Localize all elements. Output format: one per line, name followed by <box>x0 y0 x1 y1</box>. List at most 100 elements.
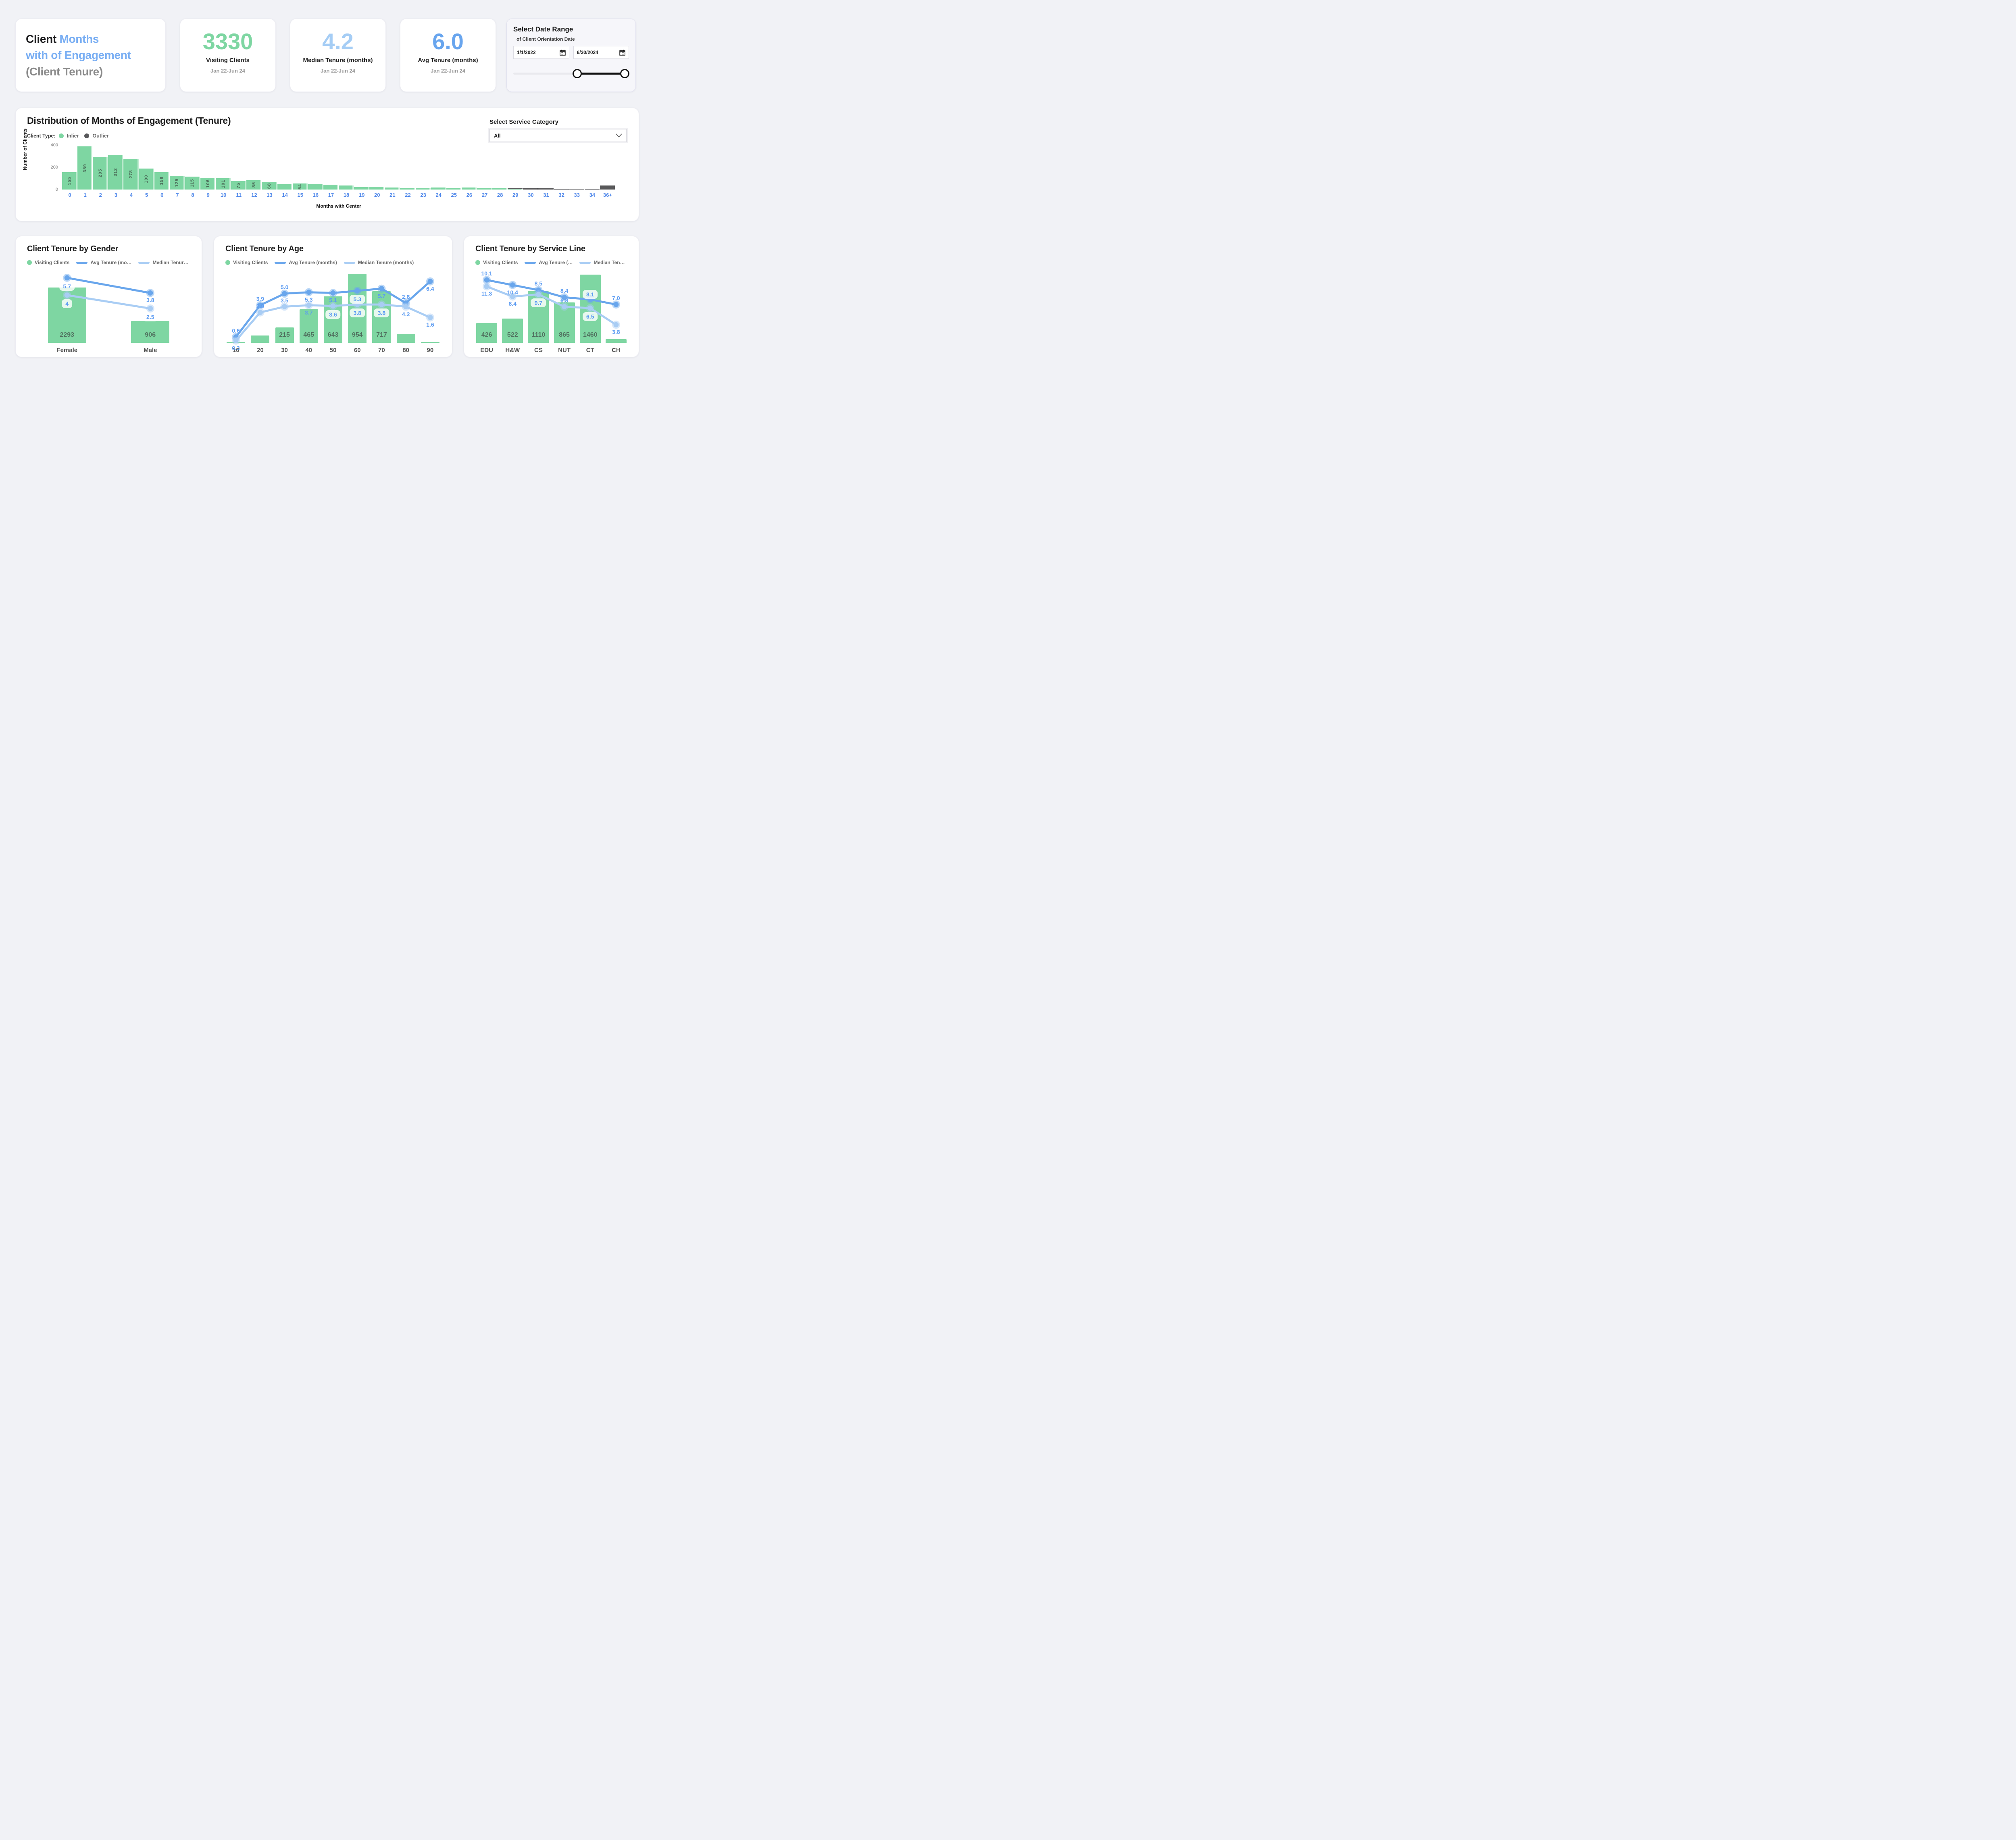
histogram-bar <box>508 145 523 190</box>
line-value-label: 3.9 <box>256 295 264 302</box>
slider-handle-end[interactable] <box>620 69 629 78</box>
kpi-value: 6.0 <box>432 29 464 54</box>
line-dot <box>257 310 263 315</box>
chart-legend: Visiting Clients Avg Tenure (months) Med… <box>225 260 414 265</box>
x-axis-tick: 18 <box>343 192 350 198</box>
histogram-bar <box>308 145 323 190</box>
category-label: H&W <box>505 347 520 354</box>
x-axis-tick: 13 <box>267 192 273 198</box>
slider-active-range <box>577 73 625 75</box>
kpi-value: 3330 <box>202 29 253 54</box>
y-axis-tick: 400 <box>50 143 58 148</box>
visiting-clients-bar <box>251 335 270 343</box>
category-label: 90 <box>427 347 434 354</box>
calendar-icon[interactable] <box>619 50 625 56</box>
line-value-label: 7.0 <box>612 295 620 302</box>
line-dot <box>535 292 541 297</box>
x-axis-tick: 0 <box>68 192 71 198</box>
histogram-bar <box>369 145 385 190</box>
x-axis-tick: 27 <box>481 192 488 198</box>
inlier-bar-segment <box>231 181 246 190</box>
line-dot <box>613 302 619 307</box>
line-dot <box>233 338 239 344</box>
inlier-bar-segment <box>292 183 308 190</box>
start-date-input[interactable]: 1/1/2022 <box>513 46 569 59</box>
x-axis-tick: 28 <box>497 192 503 198</box>
line-value-label: 6.4 <box>426 285 434 292</box>
line-dot <box>330 303 336 309</box>
line-dot <box>562 294 567 300</box>
inlier-bar-segment <box>508 188 523 190</box>
calendar-icon[interactable] <box>559 50 566 56</box>
legend-inlier-label: Inlier <box>67 133 79 139</box>
line-value-label: 5.3 <box>305 296 313 303</box>
median-line-swatch-icon <box>344 261 355 264</box>
x-axis-tick: 29 <box>512 192 519 198</box>
line-value-label: 2.8 <box>402 293 410 300</box>
date-range-slider[interactable] <box>513 65 629 83</box>
service-category-label: Select Service Category <box>489 119 558 125</box>
outlier-bar-segment <box>554 189 569 190</box>
legend-avg-label: Avg Tenure (months) <box>289 260 337 265</box>
kpi-median-tenure: 4.2 Median Tenure (months) Jan 22-Jun 24 <box>290 19 386 92</box>
inlier-bar-segment <box>246 180 262 190</box>
end-date-input[interactable]: 6/30/2024 <box>573 46 629 59</box>
x-axis-tick: 16 <box>312 192 319 198</box>
category-label: CT <box>586 347 594 354</box>
histogram-bar <box>323 145 338 190</box>
histogram-bar <box>600 145 615 190</box>
chart-title: Distribution of Months of Engagement (Te… <box>27 115 231 126</box>
histogram-bar <box>400 145 415 190</box>
tenure-histogram: 0 200 400 155 0 389 1 295 2 312 3 278 4 190 5 158 6 125 7 1… <box>51 143 615 198</box>
outlier-bar-segment <box>569 189 584 190</box>
line-dot <box>64 292 70 298</box>
slider-track <box>513 73 626 75</box>
kpi-period: Jan 22-Jun 24 <box>210 68 245 74</box>
line-dot <box>484 277 489 283</box>
age-combo-chart: 10 20 215 30 465 40 643 50 954 60 717 70 80 90 0.6 3.9 5… <box>224 271 442 354</box>
x-axis-tick: 14 <box>282 192 288 198</box>
service-line-combo-chart: 426 EDU 522 H&W 1110 CS 865 NUT 1460 CT CH 10.1 10.4… <box>474 270 629 354</box>
histogram-bar: 190 <box>139 145 154 190</box>
bar-value-label: 1460 <box>583 331 598 338</box>
chart-legend: Visiting Clients Avg Tenure (… Median Te… <box>475 260 625 265</box>
category-label: 80 <box>402 347 409 354</box>
histogram-bar <box>492 145 508 190</box>
kpi-label: Visiting Clients <box>206 57 250 64</box>
avg-line-swatch-icon <box>525 261 536 264</box>
histogram-bar: 54 <box>292 145 308 190</box>
bar-value-label: 717 <box>376 331 387 338</box>
line-value-label: 6.8 <box>560 297 569 304</box>
legend-median-label: Median Ten… <box>594 260 625 265</box>
line-series-layer <box>63 273 154 313</box>
date-range-panel: Select Date Range of Client Orientation … <box>506 19 636 92</box>
slider-handle-start[interactable] <box>573 69 582 78</box>
line-value-label: 5.0 <box>280 284 289 291</box>
client-type-legend: Client Type: Inlier Outlier <box>27 133 109 139</box>
histogram-bar <box>385 145 400 190</box>
line-value-label: 3.5 <box>280 297 289 304</box>
outlier-bar-segment <box>508 188 523 189</box>
visiting-clients-bar <box>131 321 170 343</box>
histogram-bar <box>354 145 369 190</box>
end-date-value: 6/30/2024 <box>577 50 598 55</box>
category-label: 60 <box>354 347 361 354</box>
date-range-subtitle: of Client Orientation Date <box>516 36 575 42</box>
bar-value-label: 115 <box>190 179 195 188</box>
category-label: 20 <box>256 347 264 354</box>
inlier-bar-segment <box>93 156 108 190</box>
service-category-dropdown[interactable]: All <box>489 129 627 142</box>
x-axis-tick: 6 <box>160 192 164 198</box>
inlier-bar-segment <box>339 185 354 190</box>
histogram-bar: 106 <box>200 145 216 190</box>
inlier-bar-segment <box>492 188 508 190</box>
line-dot <box>282 291 287 296</box>
x-axis-tick: 20 <box>374 192 380 198</box>
x-axis-tick: 7 <box>176 192 179 198</box>
inlier-bar-segment <box>216 178 231 190</box>
y-axis-tick: 200 <box>50 165 58 170</box>
inlier-bar-segment <box>308 184 323 190</box>
x-axis-tick: 23 <box>420 192 426 198</box>
line-value-label: 5.7 <box>59 281 75 291</box>
x-axis-tick: 33 <box>574 192 580 198</box>
